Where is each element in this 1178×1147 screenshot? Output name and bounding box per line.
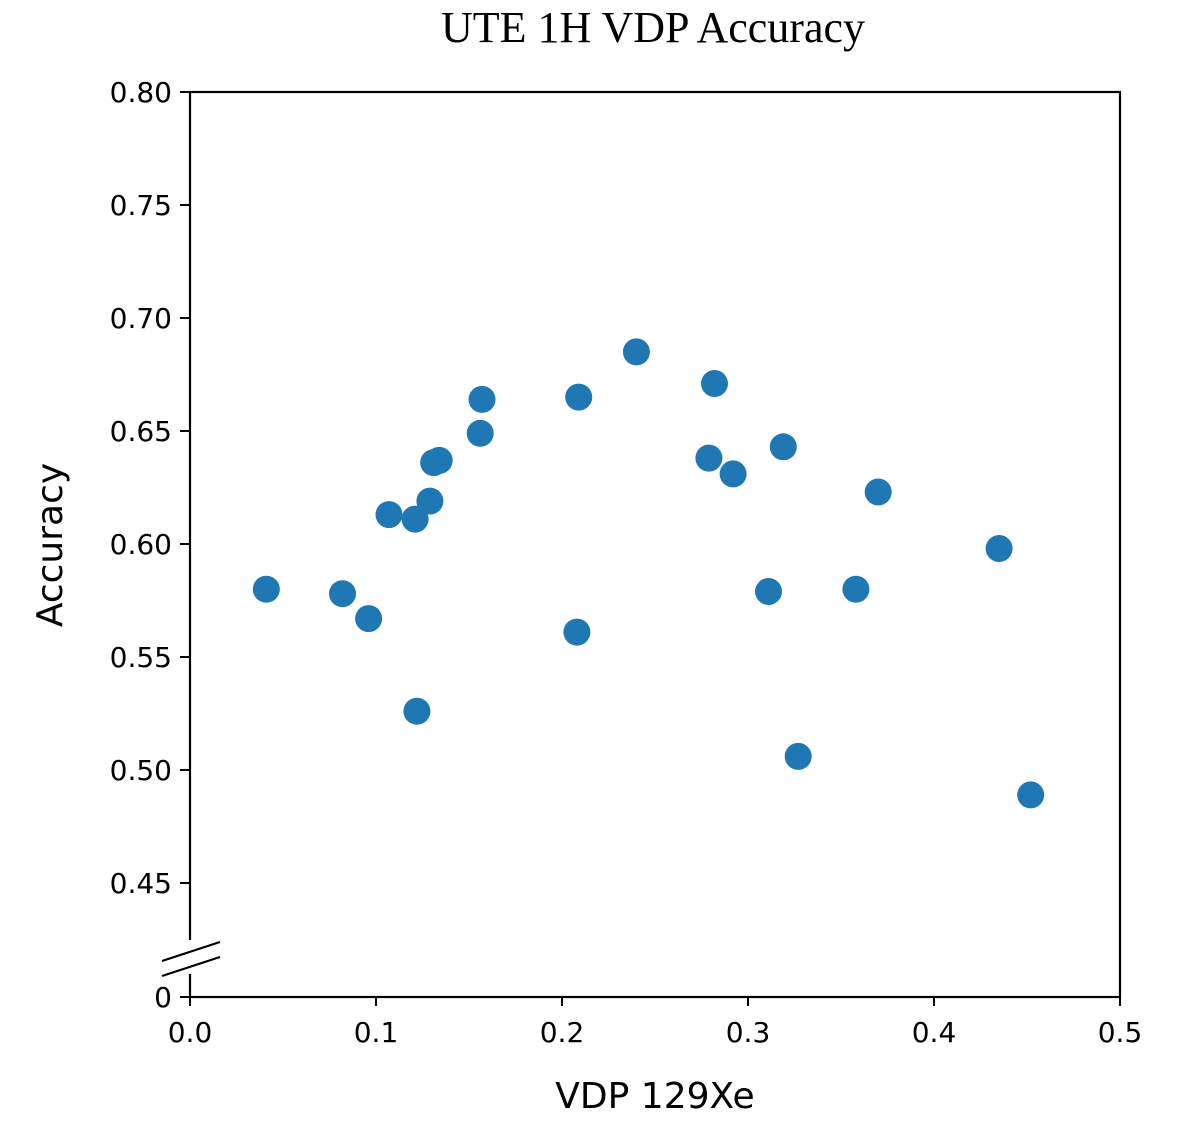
data-point (355, 605, 383, 633)
data-point (252, 575, 280, 603)
data-point (769, 433, 797, 461)
data-point (466, 419, 494, 447)
data-point (565, 383, 593, 411)
data-point (375, 501, 403, 529)
data-point (622, 338, 650, 366)
x-axis-label: VDP 129Xe (555, 1076, 754, 1117)
y-tick-label: 0.60 (110, 528, 172, 561)
chart-title: UTE 1H VDP Accuracy (441, 3, 865, 52)
data-points (252, 338, 1045, 809)
data-point (403, 697, 431, 725)
y-tick-label: 0.45 (110, 867, 172, 900)
data-point (784, 742, 812, 770)
data-point (755, 578, 782, 605)
plot-frame (188, 90, 1122, 999)
y-axis: 0 0.45 0.50 0.55 0.60 0.65 0.70 0.75 0.80 (110, 76, 190, 1014)
data-point (425, 446, 453, 474)
data-point (695, 444, 723, 472)
data-point (401, 505, 429, 533)
data-point (719, 460, 747, 488)
x-tick-label: 0.3 (726, 1016, 771, 1049)
y-axis-label: Accuracy (30, 463, 71, 627)
data-point (563, 618, 591, 646)
y-tick-label: 0.80 (110, 76, 172, 109)
y-tick-label: 0 (154, 981, 172, 1014)
x-tick-label: 0.5 (1098, 1016, 1143, 1049)
data-point (864, 478, 892, 506)
x-tick-label: 0.2 (540, 1016, 585, 1049)
data-point (329, 580, 356, 608)
data-point (416, 487, 444, 515)
y-tick-label: 0.50 (110, 754, 172, 787)
y-tick-label: 0.70 (110, 302, 172, 335)
axis-break-marker (160, 940, 222, 978)
data-point (842, 575, 870, 603)
data-point (1017, 781, 1045, 809)
x-tick-label: 0.1 (354, 1016, 399, 1049)
data-point (701, 370, 728, 397)
data-point (985, 535, 1013, 562)
y-tick-label: 0.65 (110, 415, 172, 448)
x-tick-label: 0.4 (912, 1016, 957, 1049)
data-point (468, 385, 496, 413)
y-tick-label: 0.55 (110, 641, 172, 674)
x-tick-label: 0.0 (168, 1016, 213, 1049)
y-tick-label: 0.75 (110, 189, 172, 222)
x-axis: 0.0 0.1 0.2 0.3 0.4 0.5 (168, 997, 1143, 1049)
